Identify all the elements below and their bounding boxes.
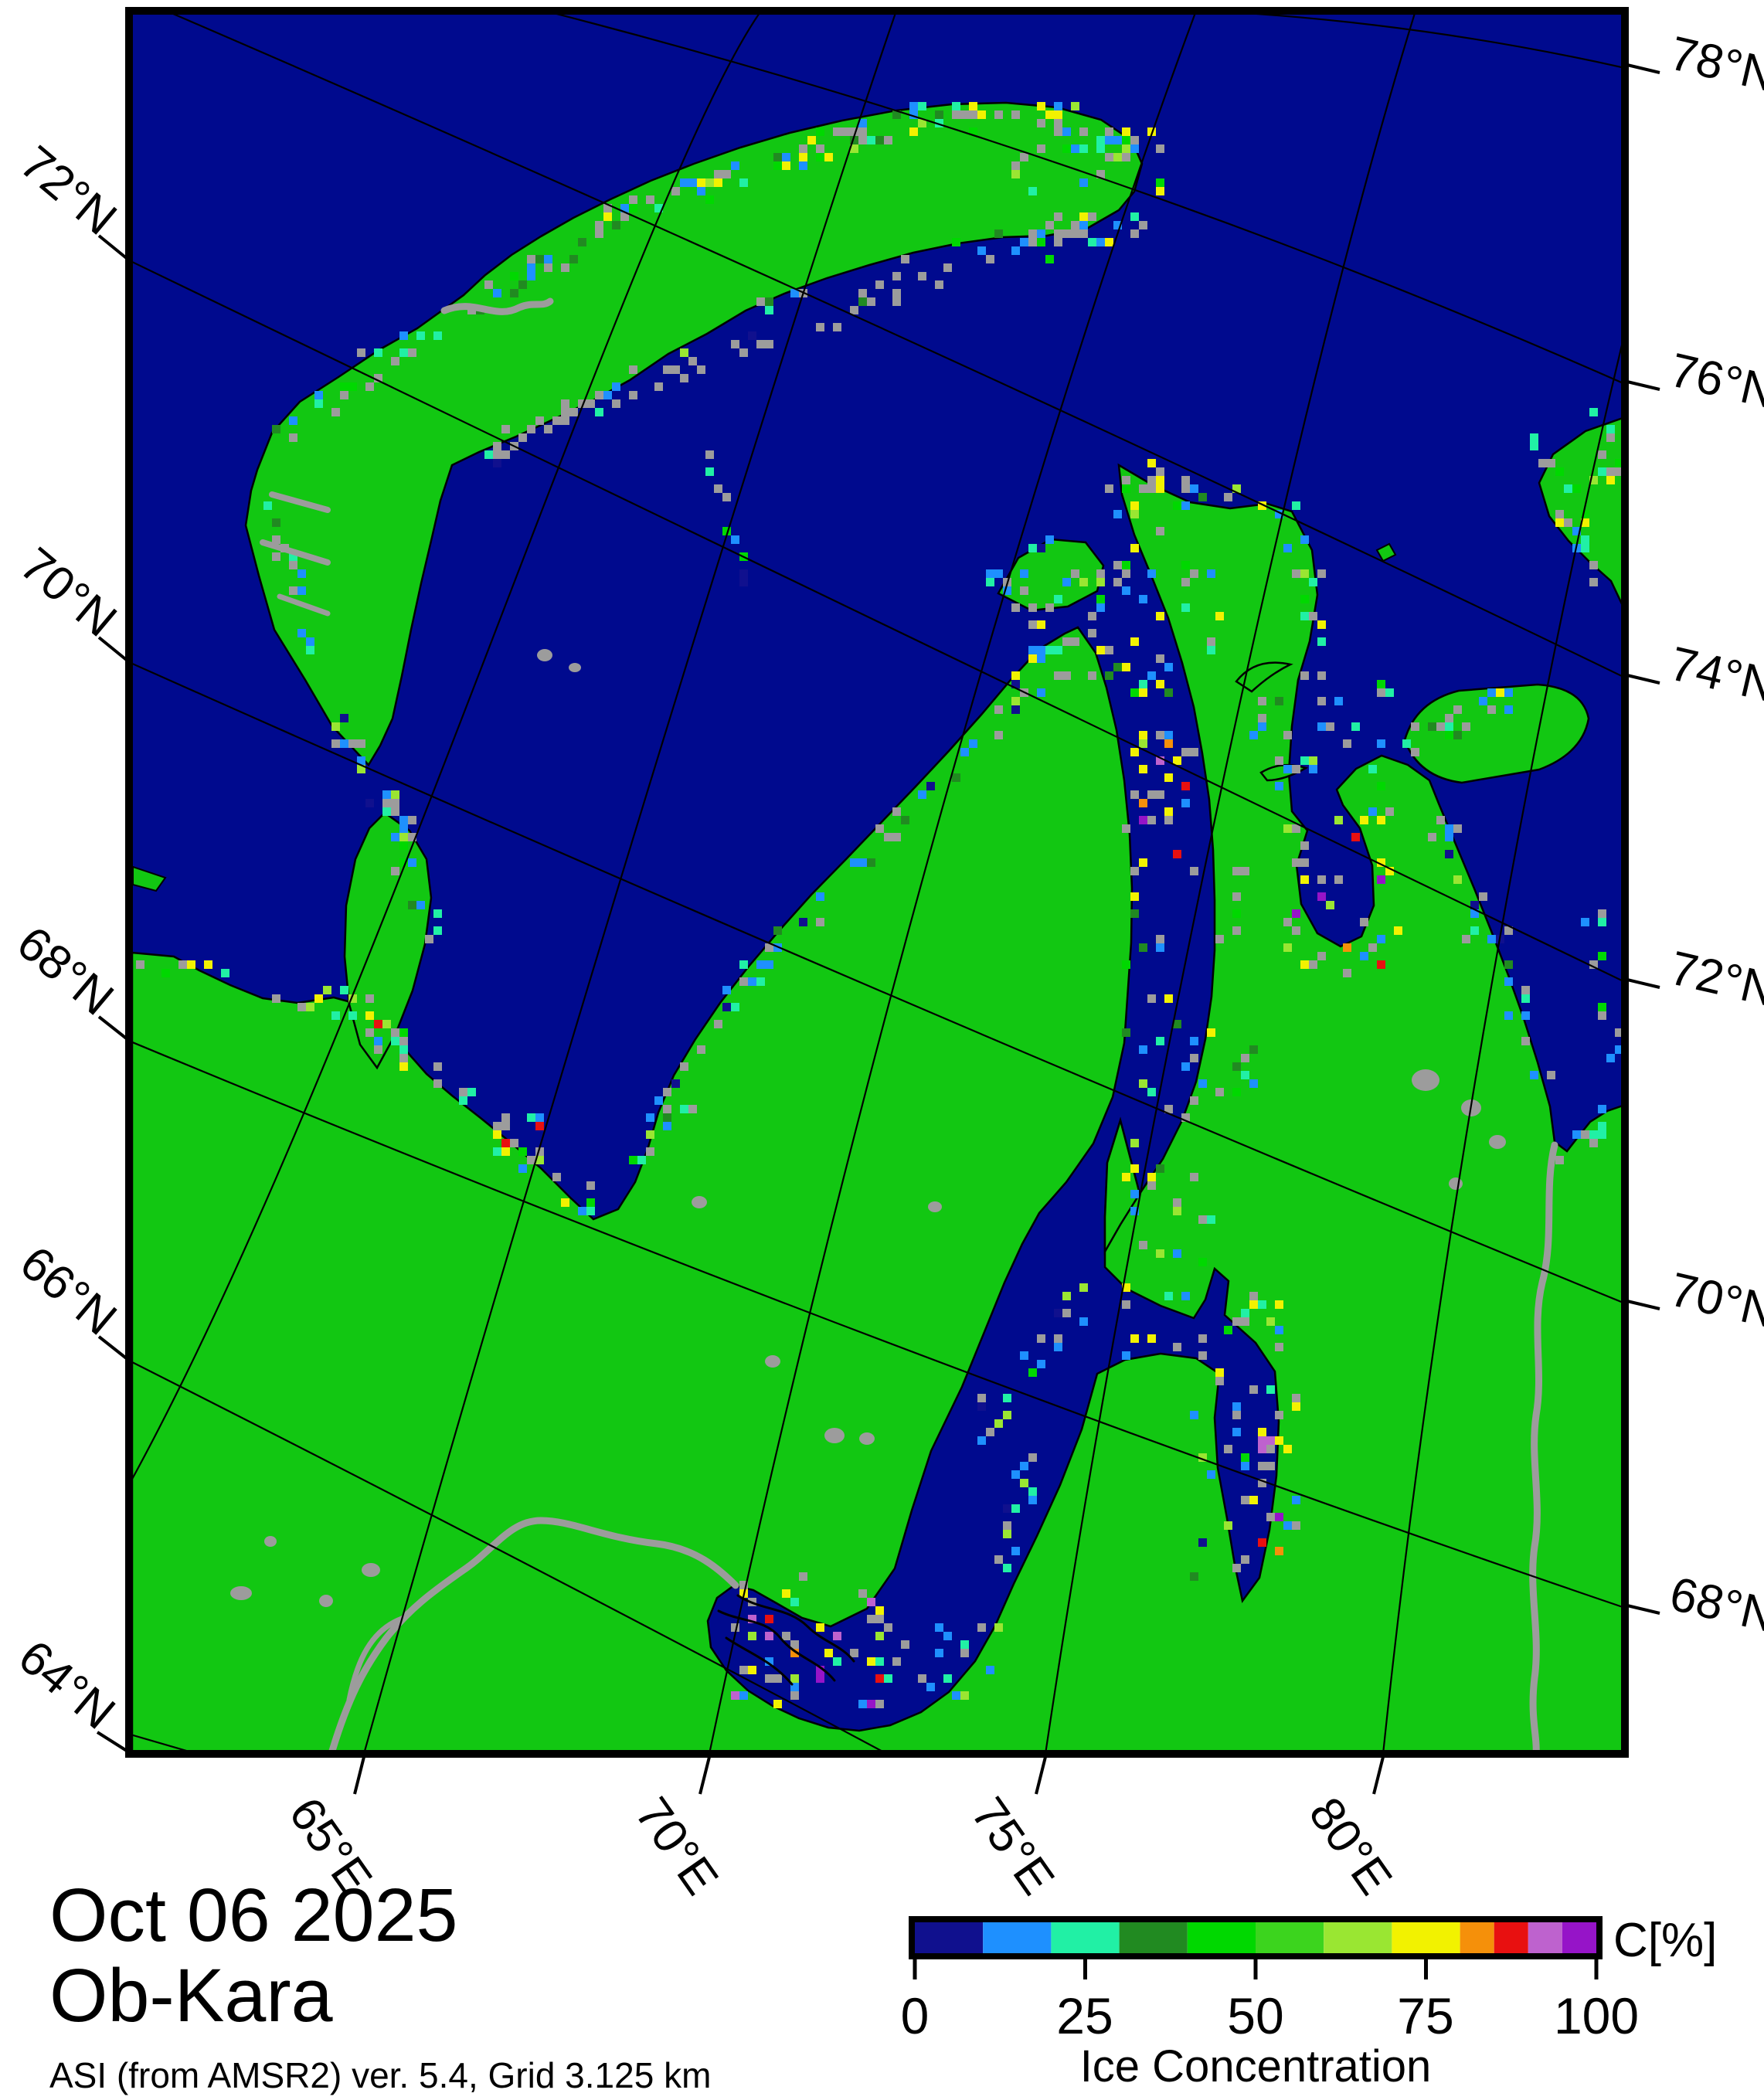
lat-label-left-64n: 64°N <box>8 1630 124 1740</box>
colorbar-tick-50: 50 <box>1227 1987 1283 2044</box>
parallel-72n <box>133 261 1622 982</box>
nz-fjord-1 <box>269 491 331 513</box>
map-date: Oct 06 2025 <box>49 1873 457 1957</box>
meridian-70e <box>709 15 1196 1751</box>
lon-label-75e: 75°E <box>961 1788 1065 1904</box>
colorbar-segment <box>1562 1922 1596 1953</box>
lat-label-left-66n: 66°N <box>10 1236 126 1346</box>
title-block: Oct 06 2025 Ob-Kara ASI (from AMSR2) ver… <box>49 1873 711 2095</box>
meridian-65e <box>363 15 896 1751</box>
ob-river <box>328 1517 739 1751</box>
colorbar-segment <box>1051 1922 1120 1953</box>
yenisei-river <box>1529 1141 1558 1751</box>
colorbar-tick-0: 0 <box>901 1987 930 2044</box>
colorbar-border <box>909 1916 1603 1959</box>
colorbar-ticks <box>913 1958 1599 1979</box>
parallel-74n <box>172 15 1622 678</box>
matochkin-strait <box>440 297 554 315</box>
land-sliver-left <box>133 865 167 892</box>
lat-label-right-72n: 72°N <box>1665 941 1764 1017</box>
ice-and-mask-speckles <box>136 102 1622 1708</box>
gray-lakes <box>230 649 1506 1607</box>
lat-label-right-78n: 78°N <box>1665 26 1764 102</box>
parallel-70n <box>133 663 1622 1303</box>
parallel-66n <box>133 1361 883 1751</box>
lat-label-right-74n: 74°N <box>1665 637 1764 712</box>
land-vaygach-island <box>343 811 433 1070</box>
parallel-78n <box>1256 15 1622 69</box>
land-islet <box>1375 542 1397 562</box>
land-right-edge-strip <box>1538 417 1622 607</box>
colorbar: 0 25 50 75 100 C[%] Ice Concentration <box>901 1914 1718 2092</box>
delta-channel-2 <box>736 1594 855 1663</box>
colorbar-tick-labels: 0 25 50 75 100 <box>901 1987 1639 2044</box>
colorbar-segments <box>915 1922 1596 1953</box>
colorbar-segment <box>1324 1922 1392 1953</box>
nz-fjord-3 <box>277 593 331 617</box>
land-mainland <box>133 463 1622 1751</box>
parallel-68n <box>133 1042 1622 1608</box>
lat-label-right-76n: 76°N <box>1665 343 1764 419</box>
colorbar-segment <box>915 1922 984 1953</box>
lat-label-left-68n: 68°N <box>7 916 123 1026</box>
colorbar-segment <box>1460 1922 1494 1953</box>
colorbar-unit-label: C[%] <box>1613 1914 1717 1967</box>
lon-label-70e: 70°E <box>625 1788 729 1904</box>
colorbar-axis-label: Ice Concentration <box>1080 2041 1432 2092</box>
colorbar-segment <box>1392 1922 1460 1953</box>
meridian-60e <box>133 15 760 1480</box>
lat-label-left-72n: 72°N <box>10 136 126 246</box>
colorbar-segment <box>1528 1922 1562 1953</box>
ob-river-branch <box>346 1616 405 1703</box>
colorbar-segment <box>1187 1922 1256 1953</box>
lat-label-right-70n: 70°N <box>1665 1262 1764 1338</box>
land-oleniy-island <box>1235 661 1293 693</box>
nz-fjord-2 <box>260 539 331 566</box>
colorbar-tick-25: 25 <box>1056 1987 1113 2044</box>
lon-label-80e: 80°E <box>1299 1788 1402 1904</box>
colorbar-tick-100: 100 <box>1554 1987 1639 2044</box>
colorbar-segment <box>1119 1922 1188 1953</box>
map-frame <box>125 7 1629 1758</box>
map-region: Ob-Kara <box>49 1953 333 2037</box>
colorbar-segment <box>1256 1922 1324 1953</box>
lat-label-right-68n: 68°N <box>1665 1567 1764 1643</box>
land-gydan-bank-patch <box>1103 1116 1141 1256</box>
graticule-ticks <box>96 63 1660 1795</box>
map-canvas <box>133 15 1622 1751</box>
lat-label-left-70n: 70°N <box>10 538 126 647</box>
colorbar-tick-75: 75 <box>1397 1987 1453 2044</box>
colorbar-segment <box>1494 1922 1528 1953</box>
graticule <box>133 15 1622 1751</box>
meridian-80e <box>1382 342 1622 1751</box>
colorbar-segment <box>983 1922 1052 1953</box>
map-source-line: ASI (from AMSR2) ver. 5.4, Grid 3.125 km <box>49 2055 711 2095</box>
meridian-75e <box>1045 15 1416 1751</box>
parallel-76n <box>556 15 1622 384</box>
